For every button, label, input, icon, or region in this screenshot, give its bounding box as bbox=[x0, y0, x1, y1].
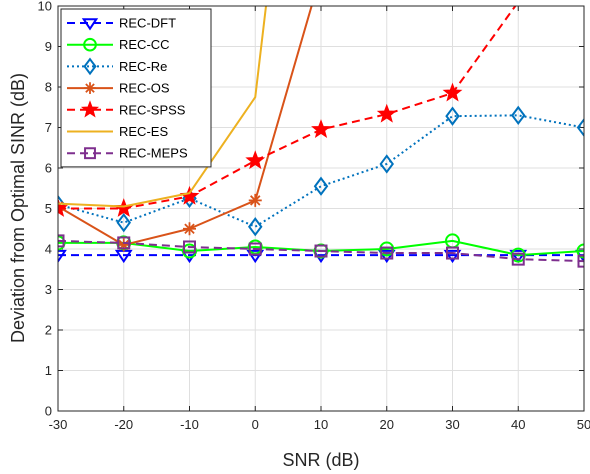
data-point-rec-meps bbox=[183, 240, 196, 254]
data-point-rec-re bbox=[379, 154, 394, 174]
legend-label-rec-cc: REC-CC bbox=[119, 37, 170, 52]
data-point-rec-spss bbox=[311, 119, 331, 138]
series-group bbox=[58, 6, 584, 268]
x-tick-label: -20 bbox=[114, 417, 133, 432]
data-point-rec-spss bbox=[442, 82, 463, 102]
x-tick-label: 30 bbox=[445, 417, 459, 432]
y-tick-label: 7 bbox=[45, 120, 52, 135]
x-axis-label: SNR (dB) bbox=[282, 450, 359, 470]
data-point-rec-dft bbox=[58, 249, 67, 264]
legend-item-rec-es: REC-ES bbox=[67, 124, 168, 139]
data-point-rec-os bbox=[248, 193, 262, 207]
legend-item-rec-re: REC-Re bbox=[67, 57, 167, 76]
tick-labels: -30 -20 -10 0 10 20 30 40 50 0 1 2 3 4 5 6 7 8 9 10 bbox=[38, 0, 590, 432]
legend-label-rec-meps: REC-MEPS bbox=[119, 146, 188, 161]
data-point-rec-re bbox=[116, 213, 131, 233]
legend-item-rec-dft: REC-DFT bbox=[67, 16, 176, 31]
x-tick-label: 40 bbox=[511, 417, 525, 432]
grid bbox=[57, 5, 585, 412]
legend-item-rec-cc: REC-CC bbox=[67, 37, 170, 52]
data-point-rec-meps bbox=[577, 254, 584, 268]
data-point-rec-meps bbox=[58, 234, 65, 248]
data-point-rec-meps bbox=[117, 236, 131, 250]
data-point-rec-meps bbox=[446, 246, 459, 260]
series-line-rec-meps bbox=[58, 239, 584, 263]
x-tick-label: -10 bbox=[180, 417, 199, 432]
y-tick-label: 4 bbox=[45, 242, 52, 257]
data-point-rec-cc bbox=[576, 243, 584, 259]
y-tick-label: 2 bbox=[45, 323, 52, 338]
series-rec-re bbox=[58, 105, 584, 237]
y-tick-label: 3 bbox=[45, 282, 52, 297]
data-point-rec-re bbox=[248, 217, 263, 237]
data-point-rec-meps bbox=[314, 244, 328, 258]
plot-border bbox=[57, 5, 585, 412]
data-point-rec-dft bbox=[377, 249, 396, 264]
x-tick-label: 10 bbox=[314, 417, 328, 432]
y-tick-label: 0 bbox=[45, 404, 52, 419]
y-tick-label: 5 bbox=[45, 201, 52, 216]
series-line-rec-es bbox=[58, 6, 268, 208]
series-line-rec-re bbox=[58, 114, 584, 228]
x-tick-label: 50 bbox=[577, 417, 590, 432]
series-rec-spss bbox=[58, 6, 517, 217]
y-tick-label: 1 bbox=[45, 363, 52, 378]
legend-label-rec-spss: REC-SPSS bbox=[119, 102, 186, 117]
data-point-rec-spss bbox=[376, 103, 397, 123]
y-tick-label: 10 bbox=[38, 0, 52, 14]
legend-marker-rec-re bbox=[83, 57, 97, 76]
x-tick-label: -30 bbox=[49, 417, 68, 432]
asterisk-stroke bbox=[250, 195, 261, 206]
x-tick-label: 0 bbox=[252, 417, 259, 432]
data-point-rec-spss bbox=[245, 150, 266, 170]
series-rec-es bbox=[58, 6, 268, 208]
data-point-rec-meps bbox=[511, 252, 525, 266]
y-tick-label: 8 bbox=[45, 80, 52, 95]
legend-marker-rec-meps bbox=[84, 147, 96, 160]
asterisk-stroke bbox=[184, 223, 195, 234]
legend-item-rec-os: REC-OS bbox=[67, 81, 170, 96]
y-tick-label: 6 bbox=[45, 161, 52, 176]
data-point-rec-meps bbox=[380, 246, 394, 260]
data-point-rec-dft bbox=[443, 249, 462, 264]
data-point-rec-re bbox=[511, 105, 526, 126]
asterisk-stroke bbox=[85, 83, 95, 93]
legend-label-rec-es: REC-ES bbox=[119, 124, 168, 139]
data-point-rec-re bbox=[576, 117, 584, 138]
legend-label-rec-dft: REC-DFT bbox=[119, 16, 176, 31]
legend-marker-rec-cc bbox=[83, 37, 97, 52]
legend-item-rec-spss: REC-SPSS bbox=[67, 100, 186, 118]
data-point-rec-meps bbox=[248, 242, 262, 256]
y-tick-label: 9 bbox=[45, 39, 52, 54]
series-line-rec-spss bbox=[58, 6, 517, 210]
legend-item-rec-meps: REC-MEPS bbox=[67, 146, 188, 161]
series-rec-meps bbox=[58, 234, 584, 268]
x-tick-label: 20 bbox=[380, 417, 394, 432]
data-point-rec-re bbox=[313, 176, 329, 196]
data-point-rec-os bbox=[183, 222, 196, 236]
data-point-rec-re bbox=[445, 106, 460, 126]
data-point-rec-dft bbox=[246, 249, 265, 264]
data-point-rec-dft bbox=[509, 249, 528, 264]
legend-label-rec-re: REC-Re bbox=[119, 59, 167, 74]
y-axis-label: Deviation from Optimal SINR (dB) bbox=[8, 73, 28, 343]
legend-marker-rec-spss bbox=[80, 100, 100, 118]
legend-marker-rec-dft bbox=[81, 18, 99, 31]
data-point-rec-spss bbox=[58, 198, 68, 217]
legend-marker-rec-os bbox=[84, 82, 96, 94]
legend: REC-DFT REC-CC REC-Re REC-OS REC-SPSS REC-ES R… bbox=[60, 8, 212, 168]
legend-label-rec-os: REC-OS bbox=[119, 81, 170, 96]
